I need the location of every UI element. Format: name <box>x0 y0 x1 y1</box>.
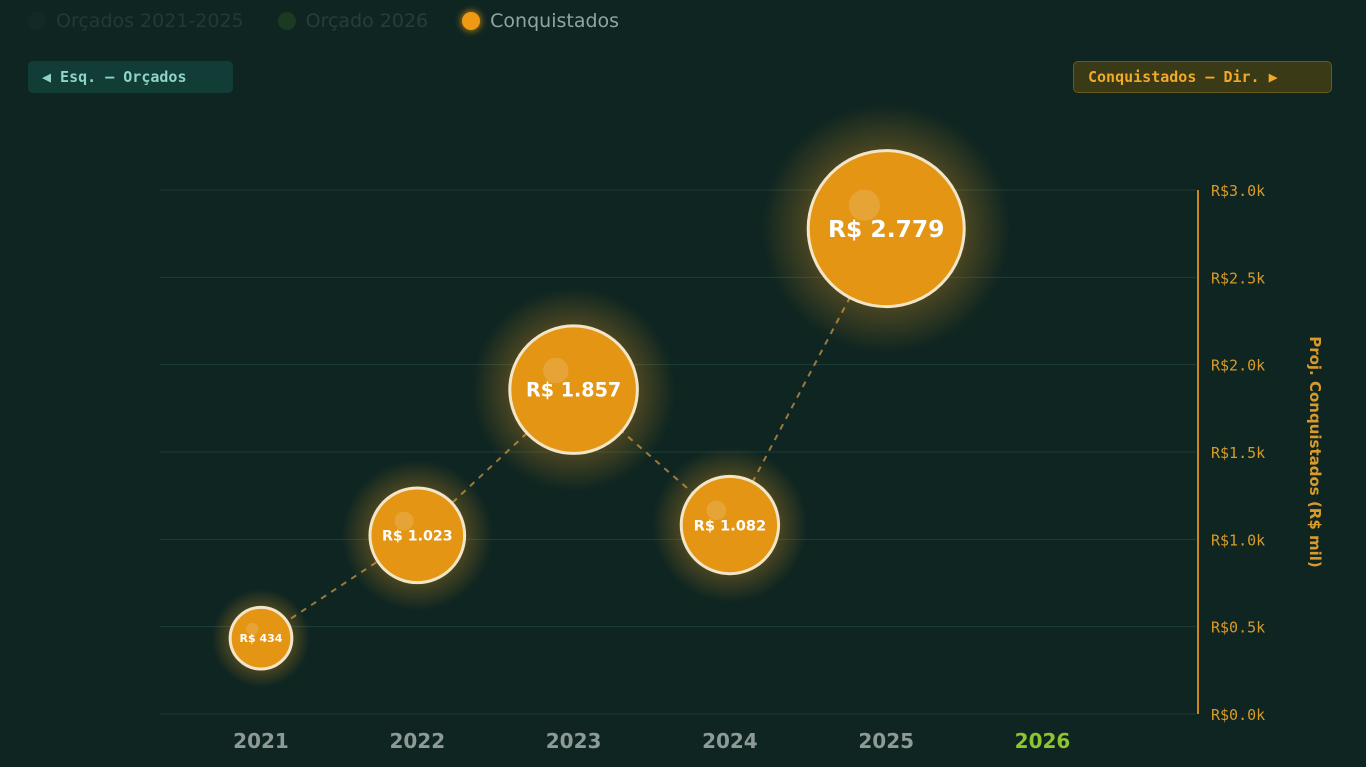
bubble-highlight <box>394 511 414 531</box>
x-tick-label: 2021 <box>233 729 289 753</box>
right-axis-conquistados-button[interactable]: Conquistados — Dir. ▶ <box>1073 61 1332 93</box>
y-axis-title: Proj. Conquistados (R$ mil) <box>1306 336 1324 568</box>
bubble-2021 <box>228 605 294 671</box>
y-tick-label: R$2.0k <box>1211 357 1265 375</box>
x-tick-label: 2022 <box>389 729 445 753</box>
y-tick-label: R$3.0k <box>1211 182 1265 200</box>
bubble-highlight <box>542 357 569 384</box>
legend-dot <box>277 12 296 30</box>
data-label: R$ 1.023 <box>382 528 453 544</box>
y-tick-label: R$2.5k <box>1211 269 1265 287</box>
data-label: R$ 2.779 <box>828 215 944 243</box>
bubble-highlight <box>706 500 727 521</box>
x-tick-label: 2024 <box>702 729 758 753</box>
y-tick-label: R$0.0k <box>1211 706 1265 724</box>
bubble-highlight <box>848 189 880 221</box>
bubble-highlight <box>246 622 259 636</box>
x-tick-label: 2026 <box>1015 729 1071 753</box>
legend-dot <box>28 12 46 30</box>
legend-item-conquistados[interactable]: Conquistados <box>462 10 619 32</box>
bubble-2024 <box>679 474 781 576</box>
x-tick-label: 2025 <box>858 729 914 753</box>
y-tick-label: R$0.5k <box>1211 619 1265 637</box>
bubble-2023 <box>508 324 639 455</box>
data-label: R$ 1.082 <box>694 517 767 534</box>
data-label: R$ 1.857 <box>526 379 621 402</box>
legend-item-orcado-2026[interactable]: Orçado 2026 <box>277 10 428 32</box>
bubble-2022 <box>368 486 467 585</box>
legend-dot <box>462 12 481 30</box>
data-label: R$ 434 <box>240 632 283 645</box>
x-tick-label: 2023 <box>546 729 602 753</box>
y-tick-label: R$1.5k <box>1211 444 1265 462</box>
y-tick-label: R$1.0k <box>1211 531 1265 549</box>
legend: Orçados 2021-2025 Orçado 2026 Conquistad… <box>28 10 619 32</box>
left-axis-orcados-button[interactable]: ◀ Esq. — Orçados <box>28 61 233 93</box>
bubble-2025 <box>806 149 966 309</box>
legend-item-orcados[interactable]: Orçados 2021-2025 <box>28 10 244 32</box>
